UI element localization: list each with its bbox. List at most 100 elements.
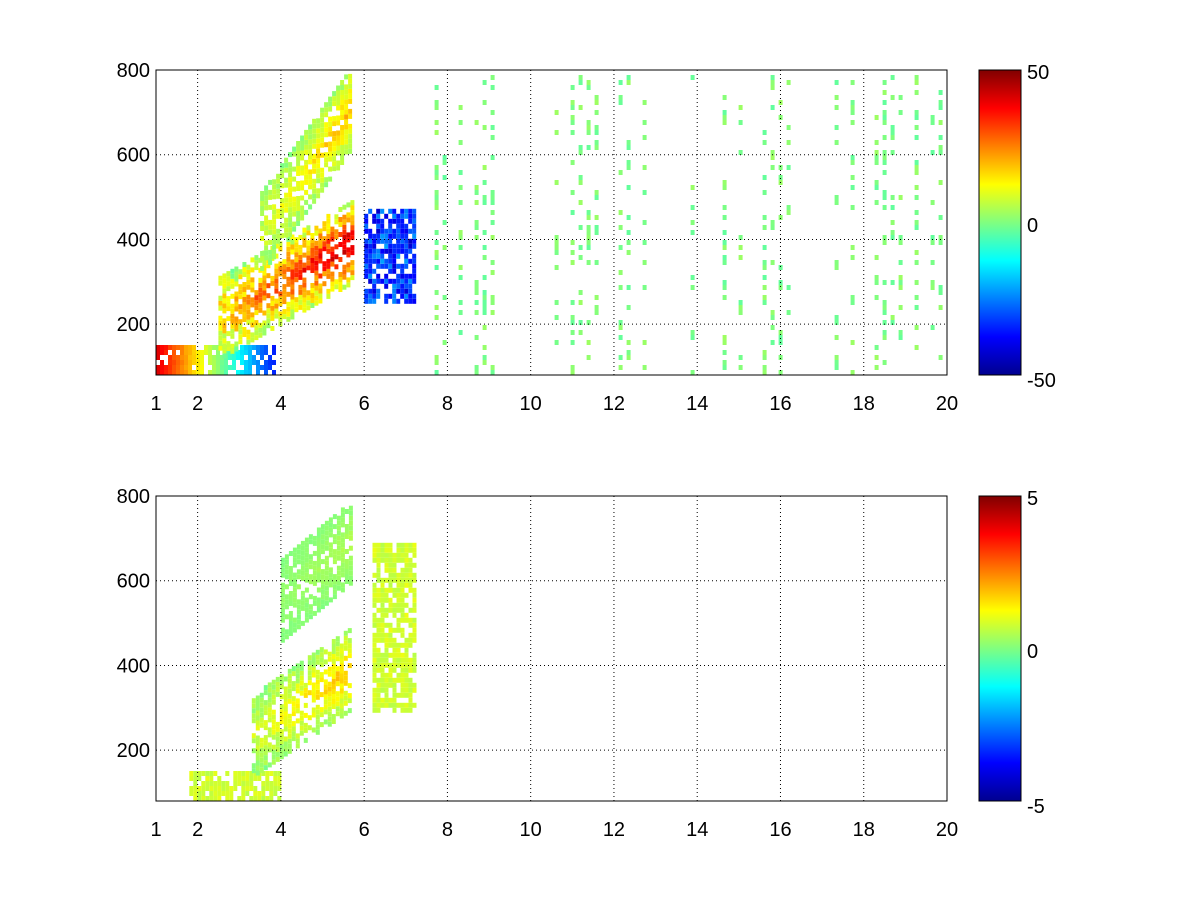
heatmap-cell [275,746,280,752]
heatmap-cell [376,248,381,254]
heatmap-cell [304,129,309,135]
heatmap-cell [350,265,355,271]
heatmap-cell [400,268,405,274]
heatmap-cell [343,645,348,651]
heatmap-cell [282,314,287,320]
heatmap-cell [326,268,331,274]
heatmap-cell [290,284,295,290]
heatmap-cell [722,295,727,300]
heatmap-cell [890,280,895,285]
heatmap-cell [396,642,401,648]
heatmap-cell [400,208,405,214]
heatmap-cell [490,195,495,200]
heatmap-cell [344,104,349,110]
heatmap-cell [241,796,246,801]
heatmap-cell [618,270,623,275]
heatmap-cell [271,689,276,695]
heatmap-cell [570,210,575,215]
heatmap-cell [266,318,271,324]
heatmap-cell [290,294,295,300]
heatmap-cell [722,115,727,120]
heatmap-cell [372,657,377,663]
heatmap-cell [320,177,325,183]
heatmap-cell [299,685,304,691]
heatmap-cell [294,267,299,273]
heatmap-cell [335,706,340,712]
heatmap-cell [412,238,417,244]
heatmap-cell [267,717,272,723]
heatmap-cell [323,699,328,705]
heatmap-cell [348,138,353,144]
heatmap-cell [205,781,210,786]
heatmap-cell [335,636,340,642]
heatmap-cell [222,318,227,324]
heatmap-cell [249,776,254,781]
heatmap-cell [259,767,264,773]
heatmap-cell [250,257,255,263]
heatmap-cell [316,597,321,603]
heatmap-cell [212,360,216,365]
heatmap-cell [259,722,264,728]
heatmap-cell [320,604,325,610]
heatmap-cell [834,80,839,85]
heatmap-cell [258,282,263,288]
heatmap-cell [778,330,783,335]
heatmap-cell [266,313,271,319]
heatmap-cell [284,222,289,228]
heatmap-cell [434,105,439,110]
heatmap-cell [388,637,393,643]
heatmap-cell [320,599,325,605]
heatmap-cell [284,227,289,233]
heatmap-cell [400,577,405,583]
heatmap-cell [288,601,293,606]
heatmap-cell [292,587,297,593]
heatmap-cell [320,559,325,565]
heatmap-cell [384,637,389,643]
heatmap-cell [320,187,325,193]
heatmap-cell [267,762,272,768]
heatmap-cell [303,722,308,728]
heatmap-cell [328,96,333,102]
heatmap-cell [295,678,300,684]
heatmap-cell [412,577,417,583]
heatmap-cell [262,280,267,286]
heatmap-cell [196,350,200,355]
heatmap-cell [384,298,389,304]
heatmap-cell [307,680,312,686]
heatmap-cell [266,303,271,309]
heatmap-cell [260,365,264,370]
heatmap-cell [251,698,256,704]
heatmap-cell [246,309,251,315]
heatmap-cell [882,360,887,365]
heatmap-cell [258,287,263,293]
heatmap-cell [298,254,303,260]
heatmap-cell [234,301,239,307]
heatmap-cell [474,225,479,230]
heatmap-cell [283,751,288,757]
heatmap-cell [308,534,313,540]
heatmap-cell [279,679,284,685]
heatmap-cell [380,702,385,708]
heatmap-cell [344,564,349,569]
heatmap-cell [364,213,369,219]
heatmap-cell [180,355,184,360]
heatmap-cell [339,648,344,654]
heatmap-cell [850,80,855,85]
heatmap-cell [225,771,230,776]
heatmap-cell [324,127,329,133]
heatmap-cell [392,298,397,304]
heatmap-cell [318,248,323,254]
heatmap-cell [328,106,333,112]
heatmap-cell [287,683,292,689]
x-tick-label: 16 [769,393,791,415]
heatmap-cell [330,231,335,237]
heatmap-cell [258,292,263,298]
heatmap-cell [228,355,232,360]
heatmap-cell [490,235,495,240]
heatmap-cell [302,287,307,293]
heatmap-cell [834,265,839,270]
heatmap-cell [690,185,695,190]
heatmap-cell [268,360,272,365]
heatmap-cell [292,562,297,568]
heatmap-cell [834,95,839,100]
